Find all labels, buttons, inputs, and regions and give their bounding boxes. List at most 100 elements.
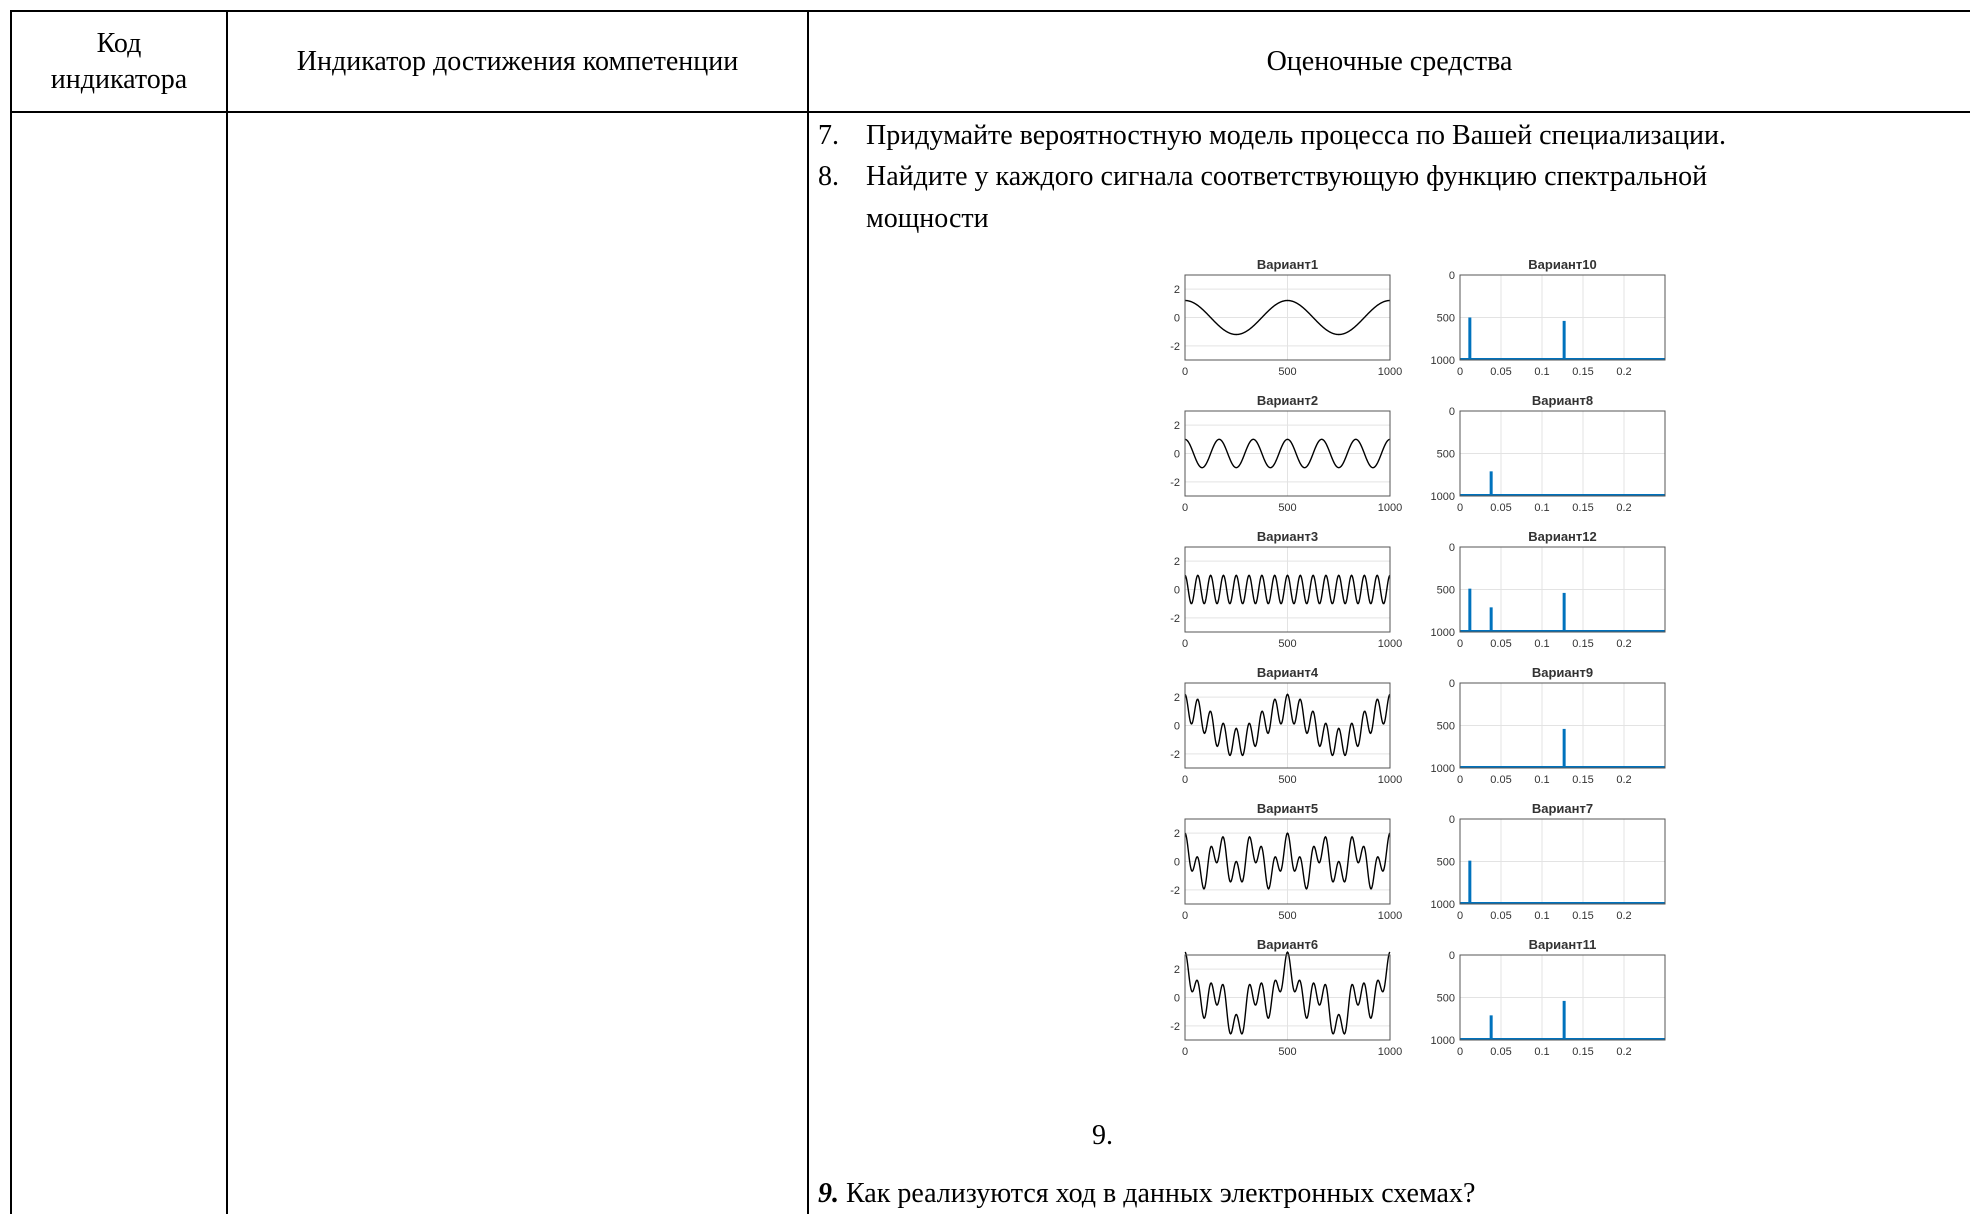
x-tick-label: 1000 xyxy=(1378,774,1402,786)
x-tick-label: 0.15 xyxy=(1572,366,1593,378)
signal-axes-frame xyxy=(1184,818,1391,905)
y-tick-label: -2 xyxy=(1170,613,1180,625)
header-assessment: Оценочные средства xyxy=(1266,45,1513,77)
x-tick-label: 0.1 xyxy=(1534,366,1549,378)
header-code: Код индикатора xyxy=(12,12,226,111)
x-tick-label: 1000 xyxy=(1378,910,1402,922)
spectrum-title: Вариант12 xyxy=(1528,529,1596,544)
x-tick-label: 0.15 xyxy=(1572,774,1593,786)
x-tick-label: 0 xyxy=(1182,366,1188,378)
signal-line xyxy=(1184,299,1391,336)
y-tick-label: 2 xyxy=(1174,964,1180,976)
signal-line xyxy=(1184,693,1391,757)
signal-title: Вариант1 xyxy=(1257,257,1318,272)
spectrum-axes-frame xyxy=(1459,682,1666,769)
y-tick-label: 2 xyxy=(1174,828,1180,840)
y-tick-label: 500 xyxy=(1437,721,1455,733)
list-item-9-label: 9. xyxy=(1092,1120,1113,1151)
y-tick-label: 500 xyxy=(1437,857,1455,869)
header-indicator: Индикатор достижения компетенции xyxy=(296,45,739,77)
x-tick-label: 0.1 xyxy=(1534,638,1549,650)
x-tick-label: 0 xyxy=(1182,638,1188,650)
table-column-divider-2 xyxy=(807,10,809,1214)
question-9-number: 9. xyxy=(818,1178,839,1209)
x-tick-label: 0.1 xyxy=(1534,1046,1549,1058)
y-tick-label: 0 xyxy=(1449,542,1455,554)
y-tick-label: 0 xyxy=(1449,406,1455,418)
spectrum-title: Вариант8 xyxy=(1532,393,1593,408)
x-tick-label: 0.05 xyxy=(1490,638,1511,650)
y-tick-label: 0 xyxy=(1174,313,1180,325)
table-column-divider-1 xyxy=(226,10,228,1214)
y-tick-label: 0 xyxy=(1174,857,1180,869)
list-item-text: Придумайте вероятностную модель процесса… xyxy=(866,120,1726,151)
signal-title: Вариант4 xyxy=(1257,665,1319,680)
x-tick-label: 0.1 xyxy=(1534,502,1549,514)
x-tick-label: 0 xyxy=(1457,774,1463,786)
y-tick-label: 1000 xyxy=(1431,763,1455,775)
x-tick-label: 0 xyxy=(1457,366,1463,378)
y-tick-label: 0 xyxy=(1174,585,1180,597)
x-tick-label: 0 xyxy=(1457,910,1463,922)
y-tick-label: 1000 xyxy=(1431,627,1455,639)
y-tick-label: 1000 xyxy=(1431,491,1455,503)
signal-line xyxy=(1184,951,1391,1035)
y-tick-label: 0 xyxy=(1449,814,1455,826)
x-tick-label: 0.2 xyxy=(1616,502,1631,514)
spectrum-axes-frame xyxy=(1459,410,1666,497)
y-tick-label: -2 xyxy=(1170,341,1180,353)
x-tick-label: 0 xyxy=(1182,1046,1188,1058)
question-9: 9. Как реализуются ход в данных электрон… xyxy=(818,1176,1475,1212)
x-tick-label: 1000 xyxy=(1378,366,1402,378)
x-tick-label: 500 xyxy=(1278,366,1296,378)
x-tick-label: 0.2 xyxy=(1616,638,1631,650)
list-item-text: Найдите у каждого сигнала соответствующу… xyxy=(866,161,1708,192)
y-tick-label: 500 xyxy=(1437,585,1455,597)
signal-title: Вариант6 xyxy=(1257,937,1318,952)
signal-title: Вариант3 xyxy=(1257,529,1318,544)
x-tick-label: 0.2 xyxy=(1616,774,1631,786)
x-tick-label: 0.15 xyxy=(1572,910,1593,922)
y-tick-label: 1000 xyxy=(1431,899,1455,911)
list-item-number: 8. xyxy=(818,161,839,192)
x-tick-label: 0.15 xyxy=(1572,1046,1593,1058)
x-tick-label: 0.05 xyxy=(1490,502,1511,514)
x-tick-label: 0.1 xyxy=(1534,910,1549,922)
spectrum-axes-frame xyxy=(1459,954,1666,1041)
y-tick-label: 0 xyxy=(1174,449,1180,461)
signal-line xyxy=(1184,574,1391,605)
header-code-line-1: Код xyxy=(96,27,142,59)
x-tick-label: 1000 xyxy=(1378,502,1402,514)
y-tick-label: 500 xyxy=(1437,449,1455,461)
y-tick-label: 500 xyxy=(1437,313,1455,325)
header-code-line-2: индикатора xyxy=(50,63,188,95)
y-tick-label: -2 xyxy=(1170,885,1180,897)
x-tick-label: 0.05 xyxy=(1490,910,1511,922)
y-tick-label: 2 xyxy=(1174,692,1180,704)
signal-line xyxy=(1184,832,1391,890)
y-tick-label: 0 xyxy=(1449,950,1455,962)
signal-axes-frame xyxy=(1184,954,1391,1041)
x-tick-label: 0 xyxy=(1182,910,1188,922)
x-tick-label: 0 xyxy=(1457,638,1463,650)
spectrum-axes-frame xyxy=(1459,818,1666,905)
x-tick-label: 0 xyxy=(1182,774,1188,786)
x-tick-label: 500 xyxy=(1278,502,1296,514)
y-tick-label: 2 xyxy=(1174,556,1180,568)
table-border-left xyxy=(10,10,12,1214)
list-item-number: 7. xyxy=(818,120,839,151)
x-tick-label: 500 xyxy=(1278,1046,1296,1058)
x-tick-label: 0.15 xyxy=(1572,638,1593,650)
signal-axes-frame xyxy=(1184,682,1391,769)
spectrum-title: Вариант9 xyxy=(1532,665,1593,680)
signal-title: Вариант5 xyxy=(1257,801,1318,816)
x-tick-label: 0.15 xyxy=(1572,502,1593,514)
question-9-text: Как реализуются ход в данных электронных… xyxy=(839,1178,1476,1209)
x-tick-label: 0.1 xyxy=(1534,774,1549,786)
x-tick-label: 0.05 xyxy=(1490,1046,1511,1058)
y-tick-label: 0 xyxy=(1174,993,1180,1005)
x-tick-label: 0.2 xyxy=(1616,366,1631,378)
signal-axes-frame xyxy=(1184,546,1391,633)
x-tick-label: 0.2 xyxy=(1616,910,1631,922)
